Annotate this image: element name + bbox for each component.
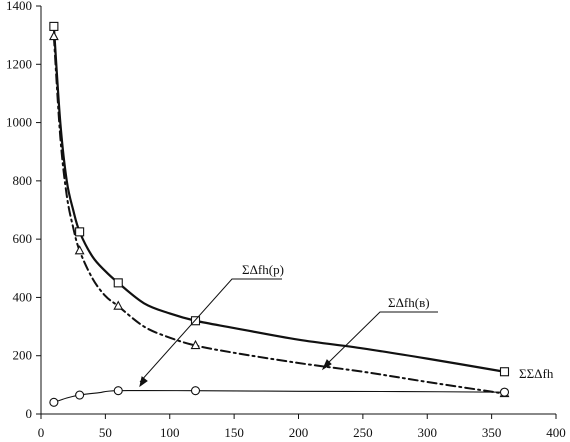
triangle-marker (74, 245, 85, 255)
circle-marker (75, 390, 85, 400)
series-label-v: ΣΔfh(в) (388, 295, 430, 310)
series-line-1 (52, 35, 506, 395)
y-tick-label: 1200 (6, 56, 32, 71)
y-tick-label: 800 (13, 173, 33, 188)
x-tick-label: 150 (224, 425, 244, 440)
square-marker (499, 367, 510, 377)
y-tick-label: 1400 (6, 0, 32, 13)
triangle-marker (113, 300, 124, 310)
square-marker (75, 227, 85, 237)
y-tick-label: 400 (13, 289, 33, 304)
triangle-marker (190, 339, 201, 350)
circle-marker (49, 397, 59, 407)
series-label-p: ΣΔfh(p) (242, 262, 284, 277)
circle-marker (113, 386, 123, 396)
x-tick-label: 200 (289, 425, 309, 440)
y-tick-label: 0 (26, 406, 33, 421)
annotation-leader-p (139, 278, 282, 383)
axis-ticks: 0 50 100 150 200 250 300 350 400 0 200 400 600 800 100… (6, 0, 566, 440)
triangle-marker (48, 30, 59, 41)
series-line-2 (53, 389, 506, 403)
annotation-arrow-p (139, 376, 148, 388)
x-tick-label: 250 (353, 425, 373, 440)
square-marker (113, 278, 123, 288)
y-tick-label: 600 (13, 231, 33, 246)
square-marker (49, 21, 59, 31)
markers-layer (48, 21, 510, 407)
annotation-arrow-v (321, 359, 332, 371)
series-layer (52, 25, 506, 403)
x-tick-label: 0 (38, 425, 45, 440)
circle-marker (499, 387, 510, 397)
y-tick-label: 200 (13, 348, 33, 363)
series-label-sum: ΣΣΔfh (519, 366, 554, 381)
y-tick-label: 1000 (6, 115, 32, 130)
x-tick-label: 350 (482, 425, 502, 440)
annotations (139, 278, 438, 388)
x-tick-label: 400 (546, 425, 566, 440)
x-tick-label: 100 (160, 425, 180, 440)
x-tick-label: 300 (418, 425, 438, 440)
series-line-0 (52, 25, 506, 373)
circle-marker (190, 386, 201, 396)
x-tick-label: 50 (99, 425, 112, 440)
square-marker (190, 316, 201, 326)
annotation-leader-v (325, 311, 438, 366)
